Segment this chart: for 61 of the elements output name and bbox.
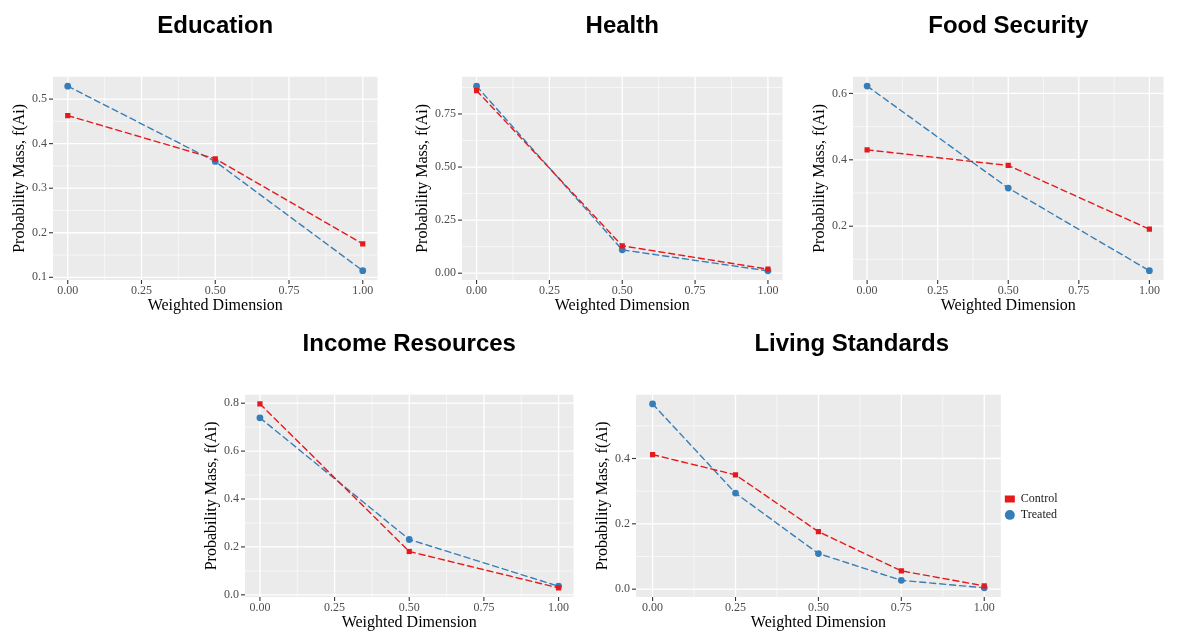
x-tick-label: 0.00 <box>57 283 79 298</box>
x-tick-label: 0.00 <box>249 600 271 615</box>
x-tick-label: 0.75 <box>278 283 300 298</box>
x-tick-label: 0.25 <box>131 283 152 298</box>
y-tick-label: 0.4 <box>224 491 239 506</box>
x-tick-label: 1.00 <box>1138 283 1160 298</box>
x-tick-label: 0.75 <box>473 600 495 615</box>
y-axis-title: Probability Mass, f(Ai) <box>10 103 29 253</box>
x-tick-label: 0.50 <box>807 600 829 615</box>
x-tick-label: 0.50 <box>398 600 420 615</box>
y-tick-label: 0.0 <box>615 581 630 596</box>
y-axis-title: Probability Mass, f(Ai) <box>593 421 612 571</box>
x-tick-label: 0.25 <box>324 600 346 615</box>
chart-title: Health <box>585 11 659 39</box>
x-axis-title: Weighted Dimension <box>750 613 886 632</box>
y-tick-label: 0.25 <box>435 212 456 227</box>
x-tick-label: 0.25 <box>538 283 560 298</box>
legend-label: Treated <box>1020 507 1058 522</box>
y-axis-title: Probability Mass, f(Ai) <box>810 103 829 253</box>
x-tick-label: 0.75 <box>1068 283 1090 298</box>
y-tick-label: 0.4 <box>832 151 847 166</box>
y-tick-label: 0.0 <box>224 587 239 601</box>
x-tick-label: 0.25 <box>927 283 949 298</box>
y-tick-label: 0.2 <box>224 539 239 554</box>
y-tick-label: 0.6 <box>832 85 847 100</box>
y-tick-label: 0.2 <box>615 515 630 530</box>
y-tick-label: 0.5 <box>32 91 47 106</box>
x-tick-label: 1.00 <box>973 600 995 615</box>
x-axis-title: Weighted Dimension <box>554 296 690 315</box>
y-tick-label: 0.2 <box>832 218 847 233</box>
y-tick-label: 0.3 <box>32 180 47 195</box>
y-tick-label: 0.1 <box>32 269 47 284</box>
x-tick-label: 0.75 <box>684 283 706 298</box>
chart-title: Income Resources <box>302 329 516 357</box>
y-tick-label: 0.6 <box>224 443 239 458</box>
chart-title: Food Security <box>928 11 1089 39</box>
y-tick-label: 0.2 <box>32 224 47 239</box>
x-tick-label: 1.00 <box>352 283 374 298</box>
x-tick-label: 0.00 <box>642 600 664 615</box>
chart-title: Education <box>157 11 274 39</box>
x-tick-label: 0.25 <box>725 600 746 615</box>
y-tick-label: 0.50 <box>435 159 456 174</box>
y-tick-label: 0.4 <box>32 135 47 150</box>
x-tick-label: 0.50 <box>997 283 1019 298</box>
x-axis-title: Weighted Dimension <box>341 613 477 632</box>
x-tick-label: 0.75 <box>890 600 912 615</box>
y-tick-label: 0.8 <box>224 395 239 410</box>
x-tick-label: 0.00 <box>856 283 878 298</box>
y-axis-title: Probability Mass, f(Ai) <box>202 421 221 571</box>
x-tick-label: 1.00 <box>757 283 779 298</box>
legend-label: Control <box>1020 491 1059 506</box>
y-tick-label: 0.75 <box>435 106 456 121</box>
x-axis-title: Weighted Dimension <box>147 296 283 315</box>
y-tick-label: 0.00 <box>435 265 456 280</box>
x-axis-title: Weighted Dimension <box>940 296 1076 315</box>
chart-title: Living Standards <box>754 329 950 357</box>
y-axis-title: Probability Mass, f(Ai) <box>413 103 432 253</box>
x-tick-label: 1.00 <box>548 600 570 615</box>
x-tick-label: 0.00 <box>466 283 488 298</box>
y-tick-label: 0.4 <box>615 450 630 465</box>
x-tick-label: 0.50 <box>204 283 226 298</box>
